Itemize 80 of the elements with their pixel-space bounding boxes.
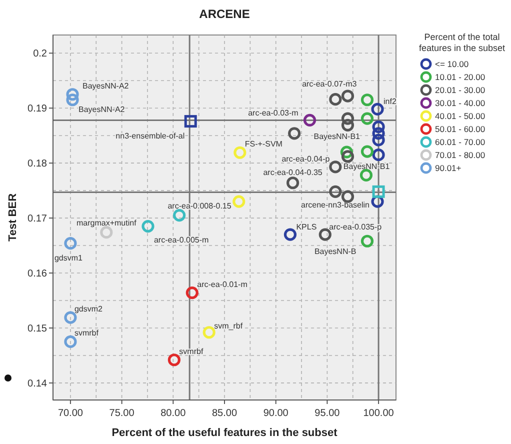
legend-label: 70.01 - 80.00 [435, 150, 486, 160]
point [372, 127, 385, 140]
point [360, 112, 374, 125]
legend-label: <= 10.00 [435, 59, 469, 69]
x-tick-label: 90.00 [263, 408, 289, 419]
annotation: inf2 [384, 97, 397, 106]
legend-label: 90.01+ [435, 163, 462, 173]
annotation: svm_rbf [214, 321, 244, 330]
point [371, 102, 384, 116]
point [372, 148, 385, 162]
annotation: BayesNN-A2 [82, 81, 130, 90]
point [186, 286, 198, 300]
x-tick-label: 100.00 [363, 408, 394, 419]
point [66, 94, 79, 106]
y-axis-title: Test BER [7, 193, 19, 242]
annotation: arc-ea-0.04-p [282, 154, 330, 164]
point [318, 228, 332, 241]
point [284, 228, 297, 241]
point [341, 90, 354, 102]
y-tick-label: 0.15 [28, 323, 48, 334]
annotation: FS-+-SVM [244, 140, 283, 149]
chart-title: ARCENE [199, 7, 250, 21]
point [286, 176, 300, 190]
point [360, 94, 374, 106]
x-axis-title: Percent of the useful features in the subset [112, 427, 338, 439]
point [142, 220, 154, 233]
annotation: gdsvm2 [74, 304, 104, 314]
point [64, 335, 77, 348]
x-tick-label: 85.00 [212, 408, 238, 419]
legend-label: 30.01 - 40.00 [435, 98, 486, 108]
annotation: arcene-nn3-baselin [301, 200, 370, 210]
point [329, 185, 342, 198]
legend-label: 60.01 - 70.00 [435, 137, 486, 147]
point [372, 134, 385, 146]
annotation: arc-ea-0.04-0.35 [263, 168, 323, 177]
point [341, 150, 354, 163]
x-tick-label: 95.00 [314, 408, 340, 419]
y-tick-label: 0.14 [28, 378, 48, 390]
annotation: BayesNN-A2 [78, 104, 126, 114]
y-tick-label: 0.17 [28, 214, 48, 225]
legend-title: Percent of the total features in the subset [418, 32, 506, 53]
legend-label: 40.01 - 50.00 [435, 111, 486, 121]
annotation: margmax+mutinf [76, 218, 138, 228]
point [341, 118, 354, 132]
point [66, 88, 79, 101]
point [202, 326, 216, 339]
point [64, 237, 77, 250]
point [184, 115, 197, 128]
point [360, 234, 374, 248]
x-tick-label: 75.00 [109, 408, 135, 419]
point [232, 195, 246, 208]
annotation: BayesNN-B [314, 247, 356, 256]
x-tick-label: 70.00 [58, 408, 84, 419]
annotation: arc-ea-0.01-m [197, 280, 248, 289]
point [329, 160, 342, 174]
point [288, 127, 301, 140]
point [303, 114, 316, 127]
annotation: svmrbf [74, 328, 100, 338]
y-tick-label: 0.18 [28, 158, 48, 170]
annotation: nn3-ensemble-of-al [116, 131, 185, 140]
point [372, 185, 385, 198]
y-tick-label: 0.19 [28, 104, 48, 115]
y-tick-label: 0.2 [33, 48, 48, 60]
point [360, 145, 374, 158]
annotation: arc-ea-0.03-m [248, 108, 299, 118]
legend-label: 20.01 - 30.00 [435, 85, 486, 95]
legend-label: 50.01 - 60.00 [435, 124, 486, 134]
legend-label: 10.01 - 20.00 [435, 72, 486, 82]
annotation: BayesNN-B1 [314, 132, 361, 142]
point [372, 120, 385, 134]
point [234, 146, 246, 159]
annotation: gdsvm1 [54, 253, 84, 262]
point [173, 209, 186, 222]
annotation: arc-ea-0.07-m3 [302, 79, 358, 88]
point [329, 93, 342, 106]
point [168, 354, 180, 366]
x-tick-label: 80.00 [160, 408, 186, 419]
y-tick-label: 0.16 [28, 268, 48, 280]
point [341, 112, 354, 125]
annotation: KPLS [296, 222, 317, 232]
